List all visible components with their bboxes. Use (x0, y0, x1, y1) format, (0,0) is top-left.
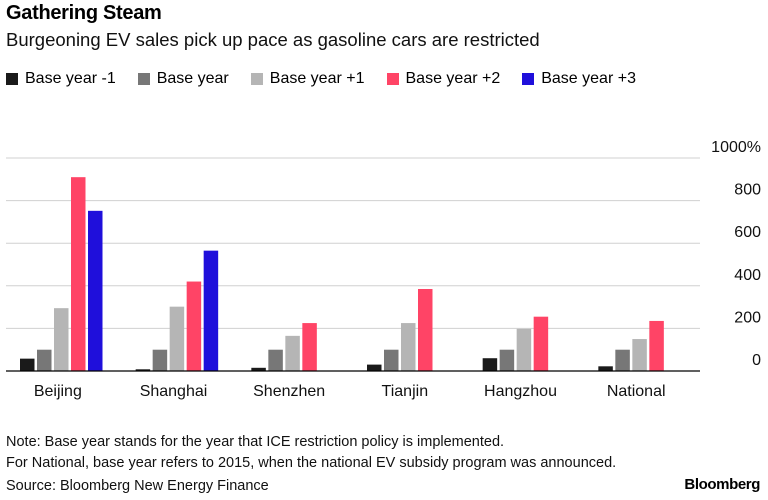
bar (20, 358, 35, 371)
x-tick-label: Hangzhou (484, 383, 557, 400)
x-tick-label: National (607, 383, 666, 400)
x-tick-label: Shenzhen (253, 383, 325, 400)
legend-swatch (6, 73, 18, 85)
legend-swatch (386, 73, 399, 85)
bar (418, 288, 433, 371)
bar (384, 349, 399, 371)
bar (71, 177, 86, 371)
x-tick-label: Beijing (34, 383, 82, 400)
footnote-line-1: Note: Base year stands for the year that… (6, 434, 505, 450)
bar (499, 349, 515, 371)
legend-label: Base year -1 (25, 70, 116, 87)
legend-label: Base year +1 (269, 70, 365, 87)
bar (615, 349, 630, 371)
bloomberg-logo: Bloomberg (684, 476, 760, 493)
legend-swatch (250, 73, 263, 85)
legend-label: Base year +3 (541, 70, 636, 87)
legend-item: Base year (137, 70, 229, 88)
legend-label: Base year +2 (405, 70, 501, 87)
legend-item: Base year -1 (6, 70, 116, 88)
y-tick-label: 400 (734, 267, 761, 284)
chart-legend: Base year -1 Base year Base year +1 Base ye… (6, 70, 658, 88)
x-tick-label: Shanghai (140, 383, 208, 400)
bar (533, 316, 549, 371)
footnote-line-2: For National, base year refers to 2015, … (6, 455, 617, 471)
legend-item: Base year +3 (522, 70, 636, 88)
bar (649, 320, 664, 371)
source-note: Source: Bloomberg New Energy Finance (6, 478, 269, 494)
legend-label: Base year (156, 70, 229, 87)
chart-subtitle: Burgeoning EV sales pick up pace as gaso… (6, 29, 540, 50)
bar (169, 306, 185, 371)
y-tick-label: 600 (734, 224, 761, 241)
bar (251, 367, 266, 371)
y-tick-label: 0 (752, 352, 761, 369)
bar (186, 281, 202, 371)
bar (203, 250, 219, 371)
bar (37, 349, 52, 371)
bar (401, 323, 416, 371)
bar (598, 366, 613, 371)
chart-title: Gathering Steam (6, 2, 162, 24)
legend-swatch (522, 73, 535, 85)
y-tick-label: 1000% (711, 139, 761, 156)
bar (516, 328, 532, 371)
y-tick-label: 800 (734, 182, 761, 199)
bar (88, 210, 103, 371)
bar (482, 358, 498, 371)
bar (152, 349, 168, 371)
bar (285, 335, 300, 371)
bar (135, 369, 151, 371)
bar (302, 323, 317, 371)
legend-swatch (137, 73, 150, 85)
legend-item: Base year +1 (250, 70, 365, 88)
bar (54, 308, 69, 371)
y-tick-label: 200 (734, 309, 761, 326)
bar-chart: 0 200 400 600 800 1000% Beijing Shanghai Shenzhe… (6, 139, 761, 400)
bar (367, 364, 382, 371)
bar (632, 339, 647, 371)
bar (268, 349, 283, 371)
legend-item: Base year +2 (386, 70, 501, 88)
x-tick-label: Tianjin (382, 383, 429, 400)
